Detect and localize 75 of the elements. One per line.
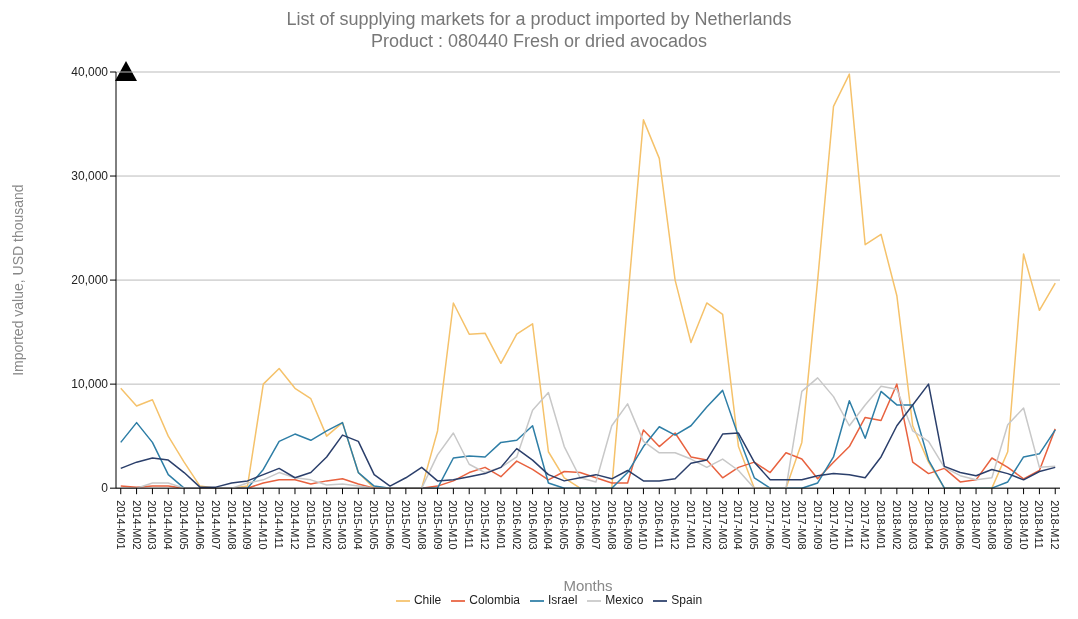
x-tick-label: 2017-M06 [764,500,777,550]
x-tick-label: 2018-M02 [890,500,903,550]
y-tick-label: 10,000 [71,377,109,392]
x-tick-label: 2017-M07 [779,500,792,550]
x-tick-label: 2014-M04 [162,500,175,550]
x-tick-label: 2018-M05 [938,500,951,550]
x-tick-label: 2015-M07 [399,500,412,550]
x-tick-label: 2016-M09 [621,500,634,550]
x-tick-label: 2015-M12 [479,500,492,550]
x-tick-label: 2015-M10 [447,500,460,550]
x-tick-label: 2017-M09 [811,500,824,550]
x-tick-label: 2016-M03 [526,500,539,550]
y-tick-label: 30,000 [71,169,109,184]
x-tick-label: 2018-M08 [985,500,998,550]
legend-label: Spain [671,593,703,608]
y-tick-label: 40,000 [71,65,109,80]
x-tick-label: 2018-M09 [1001,500,1014,550]
x-tick-label: 2015-M03 [336,500,349,550]
x-tick-label: 2014-M11 [273,500,286,549]
chart-title: List of supplying markets for a product imported by Netherlands [285,8,793,30]
x-tick-label: 2017-M01 [684,500,697,550]
x-tick-label: 2017-M12 [859,500,872,550]
x-tick-label: 2014-M12 [288,500,301,550]
x-tick-label: 2015-M05 [368,500,381,550]
x-tick-label: 2017-M11 [843,500,856,549]
y-axis-title: Imported value, USD thousand [9,184,26,376]
x-tick-label: 2014-M05 [178,500,191,550]
x-tick-label: 2016-M02 [510,500,523,550]
x-tick-label: 2014-M08 [225,500,238,550]
x-tick-label: 2015-M04 [352,500,365,550]
x-tick-label: 2018-M10 [1017,500,1030,550]
x-tick-label: 2018-M11 [1033,500,1046,549]
x-tick-label: 2016-M01 [494,500,507,550]
x-tick-label: 2014-M10 [257,500,270,550]
x-tick-label: 2016-M04 [542,500,555,550]
x-tick-label: 2017-M08 [795,500,808,550]
x-tick-label: 2014-M06 [193,500,206,550]
x-tick-label: 2018-M01 [875,500,888,550]
x-tick-label: 2016-M11 [653,500,666,549]
x-tick-label: 2016-M05 [558,500,571,550]
x-tick-label: 2018-M06 [954,500,967,550]
x-tick-label: 2018-M07 [970,500,983,550]
x-tick-label: 2017-M05 [748,500,761,550]
chart-subtitle: Product : 080440 Fresh or dried avocados [369,30,709,52]
x-tick-label: 2016-M12 [669,500,682,550]
x-tick-label: 2016-M10 [637,500,650,550]
x-tick-label: 2015-M02 [320,500,333,550]
x-tick-label: 2015-M09 [431,500,444,550]
x-tick-label: 2017-M03 [716,500,729,550]
x-tick-label: 2018-M03 [906,500,919,550]
x-tick-label: 2014-M09 [241,500,254,550]
legend-label: Chile [413,593,442,608]
legend-label: Israel [548,593,578,608]
x-tick-label: 2015-M08 [415,500,428,550]
x-tick-label: 2014-M07 [209,500,222,550]
x-tick-label: 2017-M10 [827,500,840,550]
y-tick-label: 0 [101,481,109,496]
x-tick-label: 2014-M02 [130,500,143,550]
x-axis-title: Months [563,577,613,595]
x-tick-label: 2015-M06 [384,500,397,550]
x-tick-label: 2014-M01 [114,500,127,550]
x-tick-label: 2014-M03 [146,500,159,550]
x-tick-label: 2015-M01 [304,500,317,550]
x-tick-label: 2016-M06 [574,500,587,550]
x-tick-label: 2018-M12 [1049,500,1062,550]
x-tick-label: 2016-M08 [605,500,618,550]
x-tick-label: 2015-M11 [463,500,476,549]
line-series [120,73,1056,489]
x-tick-label: 2018-M04 [922,500,935,550]
x-tick-label: 2016-M07 [589,500,602,550]
legend-label: Mexico [605,593,644,608]
legend-label: Colombia [469,593,520,608]
x-tick-label: 2017-M02 [700,500,713,550]
x-tick-label: 2017-M04 [732,500,745,550]
y-tick-label: 20,000 [71,273,109,288]
